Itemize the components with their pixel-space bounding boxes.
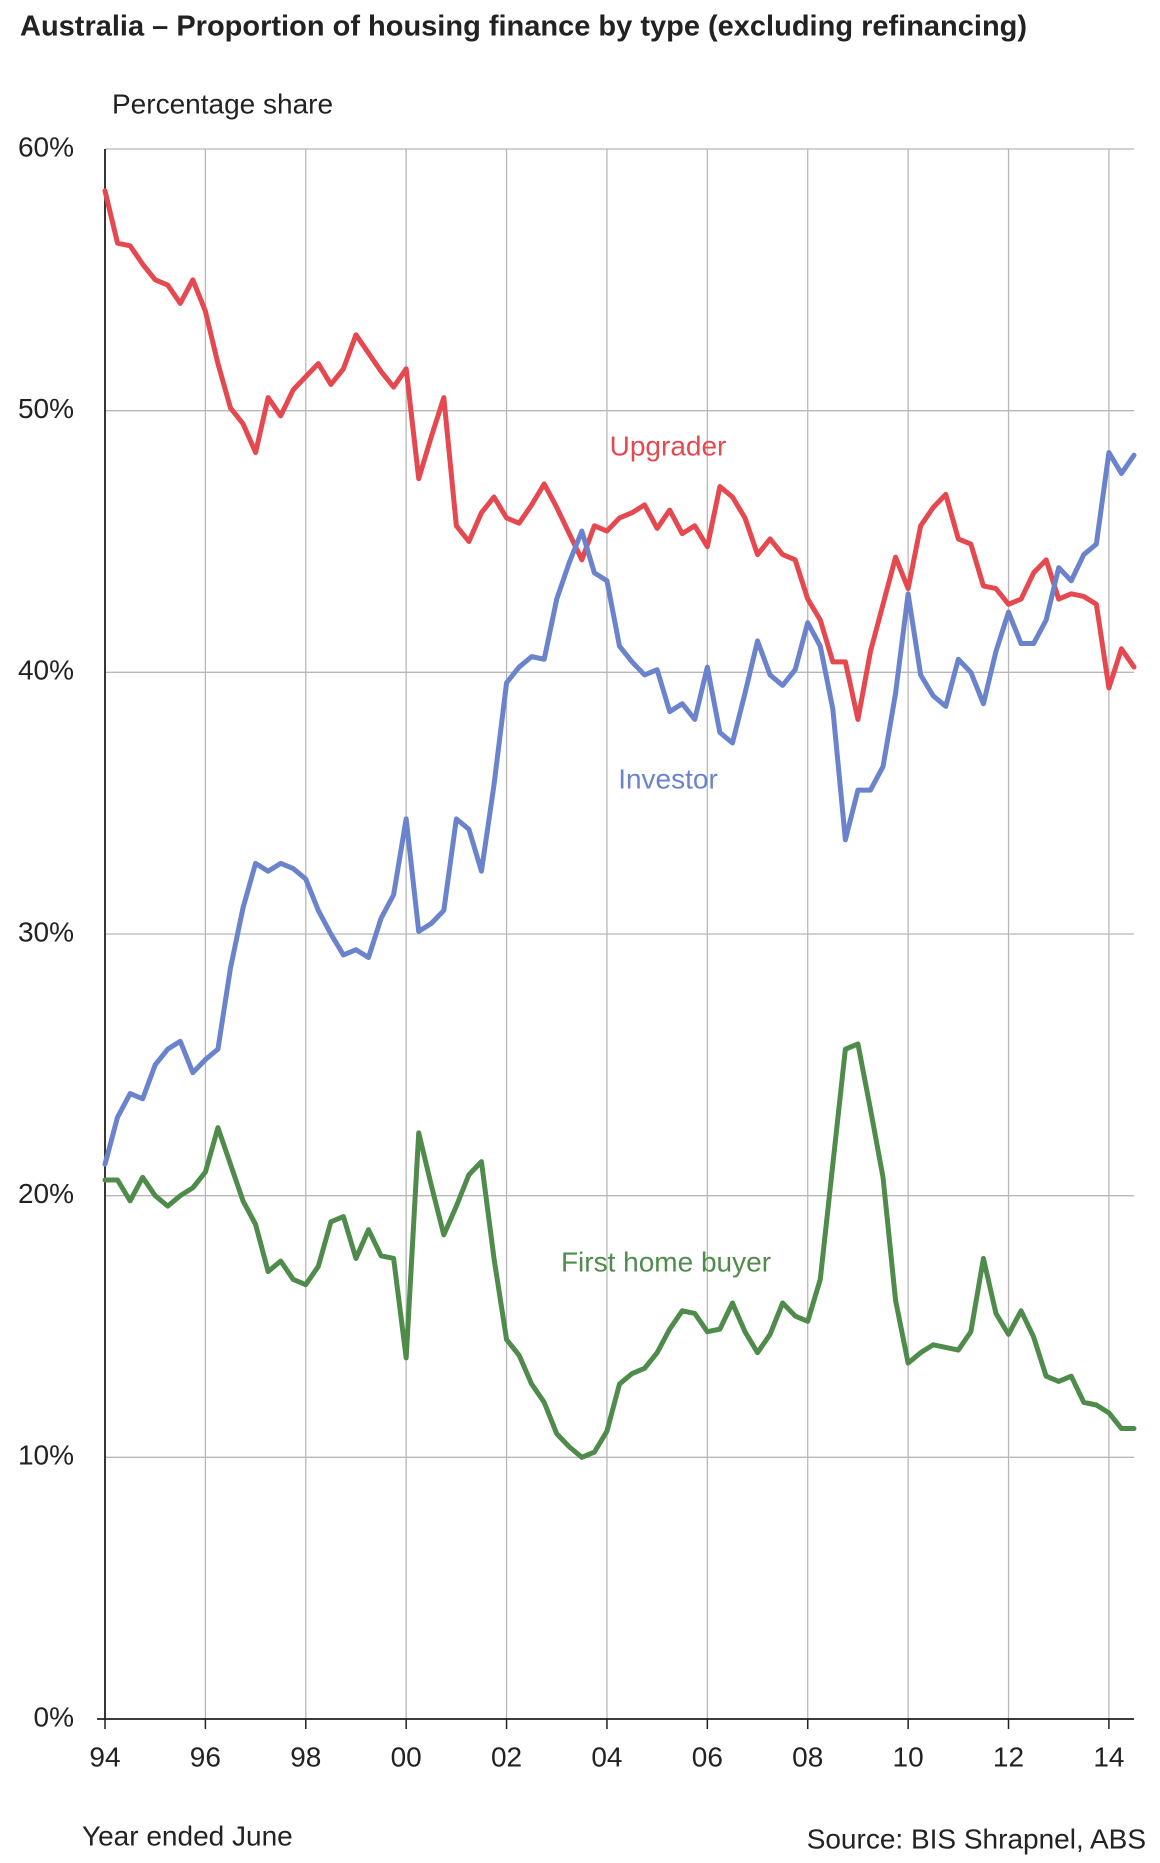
x-tick-label: 00 (391, 1741, 422, 1772)
series-line (102, 450, 1137, 1167)
series-line (102, 1041, 1137, 1460)
source-note: Source: BIS Shrapnel, ABS (807, 1823, 1146, 1854)
y-tick-label: 10% (18, 1440, 74, 1471)
x-tick-label: 94 (89, 1741, 120, 1772)
y-axis-label: Percentage share (112, 88, 333, 119)
x-tick-label: 14 (1093, 1741, 1124, 1772)
y-tick-label: 60% (18, 131, 74, 162)
y-tick-label: 30% (18, 916, 74, 947)
x-tick-label: 08 (792, 1741, 823, 1772)
x-axis-label: Year ended June (82, 1820, 293, 1851)
x-tick-label: 96 (190, 1741, 221, 1772)
x-tick-label: 98 (290, 1741, 321, 1772)
x-tick-label: 12 (993, 1741, 1024, 1772)
y-tick-label: 40% (18, 655, 74, 686)
x-tick-label: 04 (591, 1741, 622, 1772)
x-tick-label: 02 (491, 1741, 522, 1772)
y-tick-label: 0% (34, 1701, 74, 1732)
x-tick-label: 10 (893, 1741, 924, 1772)
y-tick-label: 50% (18, 393, 74, 424)
x-tick-label: 06 (692, 1741, 723, 1772)
series-label: Investor (618, 763, 718, 794)
y-tick-label: 20% (18, 1178, 74, 1209)
series-label: First home buyer (561, 1246, 771, 1277)
chart-title: Australia – Proportion of housing financ… (20, 11, 1027, 43)
series-line (102, 188, 1137, 722)
series-label: Upgrader (610, 430, 727, 461)
